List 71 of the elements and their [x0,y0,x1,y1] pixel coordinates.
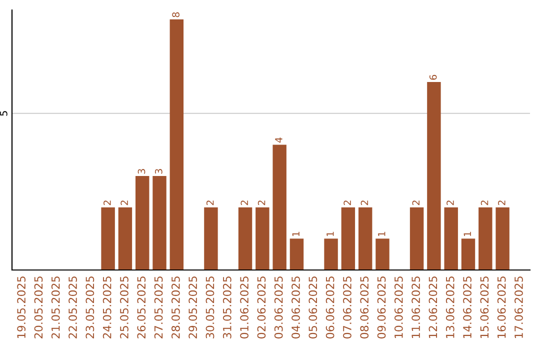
x-tick-label: 02.06.2025 [257,276,266,338]
bar [101,207,115,270]
x-tick-label: 16.06.2025 [497,276,506,338]
bar [170,19,184,270]
x-tick-label: 20.05.2025 [34,276,43,338]
x-tick-label: 26.05.2025 [137,276,146,338]
data-label: 6 [429,74,437,80]
bar [238,207,252,270]
bar [358,207,372,270]
data-label: 2 [412,200,420,206]
bar [427,82,441,270]
data-label: 1 [326,232,334,236]
bar [461,238,476,270]
bar [478,207,492,270]
x-tick-label: 07.06.2025 [343,276,352,338]
bar [496,207,510,270]
x-tick-label: 12.06.2025 [428,276,438,338]
data-label: 8 [172,12,180,18]
bar [272,144,286,270]
x-tick-label: 15.06.2025 [480,276,489,338]
x-tick-label: 31.05.2025 [222,276,232,338]
x-tick-label: 22.05.2025 [68,276,77,338]
data-label: 3 [138,169,146,174]
x-tick-label: 21.05.2025 [51,276,60,338]
data-label: 2 [206,200,214,206]
x-tick-label: 23.05.2025 [86,276,94,338]
data-label: 2 [498,200,506,206]
bar [444,207,458,270]
x-tick-label: 29.05.2025 [188,276,198,338]
data-label: 2 [258,200,266,206]
x-tick-label: 27.05.2025 [154,276,163,338]
x-tick-label: 30.05.2025 [206,276,214,338]
data-label: 2 [120,200,128,206]
x-tick-label: 04.06.2025 [292,276,300,338]
bar [341,207,356,270]
y-tick-label: 5 [0,111,8,116]
bar [256,207,270,270]
x-tick-label: 24.05.2025 [102,276,112,338]
x-tick-label: 11.06.2025 [412,276,420,338]
x-tick-label: 09.06.2025 [377,276,386,338]
bar [410,207,424,270]
bar [376,238,390,270]
bar [204,207,218,270]
bar [118,207,132,270]
data-label: 2 [480,200,488,206]
x-tick-label: 08.06.2025 [360,276,369,338]
x-tick-label: 10.06.2025 [394,276,403,338]
x-tick-label: 03.06.2025 [274,276,283,338]
data-label: 4 [275,137,282,143]
x-tick-label: 17.06.2025 [514,276,523,338]
x-tick-label: 01.06.2025 [240,276,248,338]
x-tick-label: 28.05.2025 [171,276,180,338]
x-tick-label: 05.06.2025 [308,276,318,338]
data-label: 1 [378,232,386,236]
bar [152,176,166,270]
data-label: 2 [344,200,351,206]
data-label: 1 [292,232,300,236]
bar [290,238,304,270]
data-label: 1 [464,232,471,236]
bar [324,238,338,270]
x-tick-label: 06.06.2025 [326,276,334,338]
data-label: 2 [360,200,368,206]
bar [135,176,150,270]
x-tick-label: 25.05.2025 [120,276,128,338]
x-tick-label: 19.05.2025 [17,276,26,338]
x-tick-label: 14.06.2025 [463,276,472,338]
data-label: 2 [104,200,111,206]
data-label: 3 [154,169,162,174]
data-label: 2 [446,200,454,206]
data-label: 2 [240,200,248,206]
x-tick-label: 13.06.2025 [446,276,454,338]
